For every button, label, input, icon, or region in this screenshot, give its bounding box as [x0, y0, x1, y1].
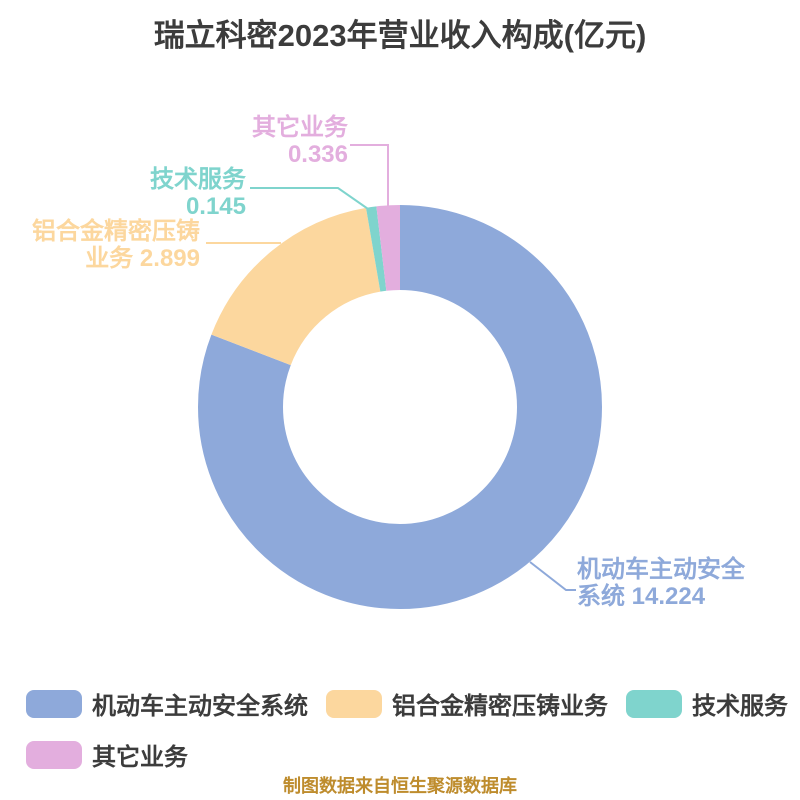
leader-lines	[206, 144, 576, 591]
legend-item-2: 技术服务	[626, 686, 788, 721]
legend-swatch-0	[26, 689, 82, 718]
legend-row-2: 其它业务	[26, 737, 796, 772]
slice-label-motor-name: 机动车主动安全	[577, 556, 745, 583]
slice-label-motor-value: 系统 14.224	[577, 583, 706, 610]
legend-swatch-2	[626, 689, 682, 718]
chart-legend: 机动车主动安全系统 铝合金精密压铸业务 技术服务 其它业务	[26, 686, 796, 788]
legend-row-1: 机动车主动安全系统 铝合金精密压铸业务 技术服务	[26, 686, 796, 721]
legend-item-1: 铝合金精密压铸业务	[326, 686, 608, 721]
slice-label-aluminum-name: 铝合金精密压铸	[32, 218, 200, 245]
donut-chart	[198, 144, 602, 609]
slice-label-other: 其它业务 0.336	[252, 114, 348, 168]
slice-label-tech: 技术服务 0.145	[150, 166, 246, 220]
legend-label-3: 其它业务	[92, 744, 188, 771]
legend-label-0: 机动车主动安全系统	[92, 693, 308, 720]
legend-label-1: 铝合金精密压铸业务	[392, 693, 608, 720]
donut-slice-3	[198, 205, 602, 609]
legend-swatch-1	[326, 689, 382, 718]
slice-label-tech-name: 技术服务	[150, 166, 246, 193]
data-source-footer: 制图数据来自恒生聚源数据库	[283, 776, 517, 796]
legend-item-3: 其它业务	[26, 737, 188, 772]
legend-label-2: 技术服务	[692, 693, 788, 720]
chart-title: 瑞立科密2023年营业收入构成(亿元)	[153, 18, 647, 53]
slice-label-other-name: 其它业务	[252, 114, 348, 141]
slice-label-motor: 机动车主动安全 系统 14.224	[577, 556, 745, 610]
slice-label-aluminum: 铝合金精密压铸 业务 2.899	[32, 218, 200, 272]
leader-line-tech	[250, 187, 372, 212]
slice-label-other-value: 0.336	[287, 141, 348, 168]
donut-slices	[198, 205, 602, 609]
legend-swatch-3	[26, 740, 82, 769]
legend-item-0: 机动车主动安全系统	[26, 686, 308, 721]
leader-line-motor	[529, 561, 576, 591]
slice-label-aluminum-value: 业务 2.899	[85, 245, 200, 272]
slice-label-tech-value: 0.145	[185, 193, 246, 220]
leader-line-other	[350, 144, 389, 206]
